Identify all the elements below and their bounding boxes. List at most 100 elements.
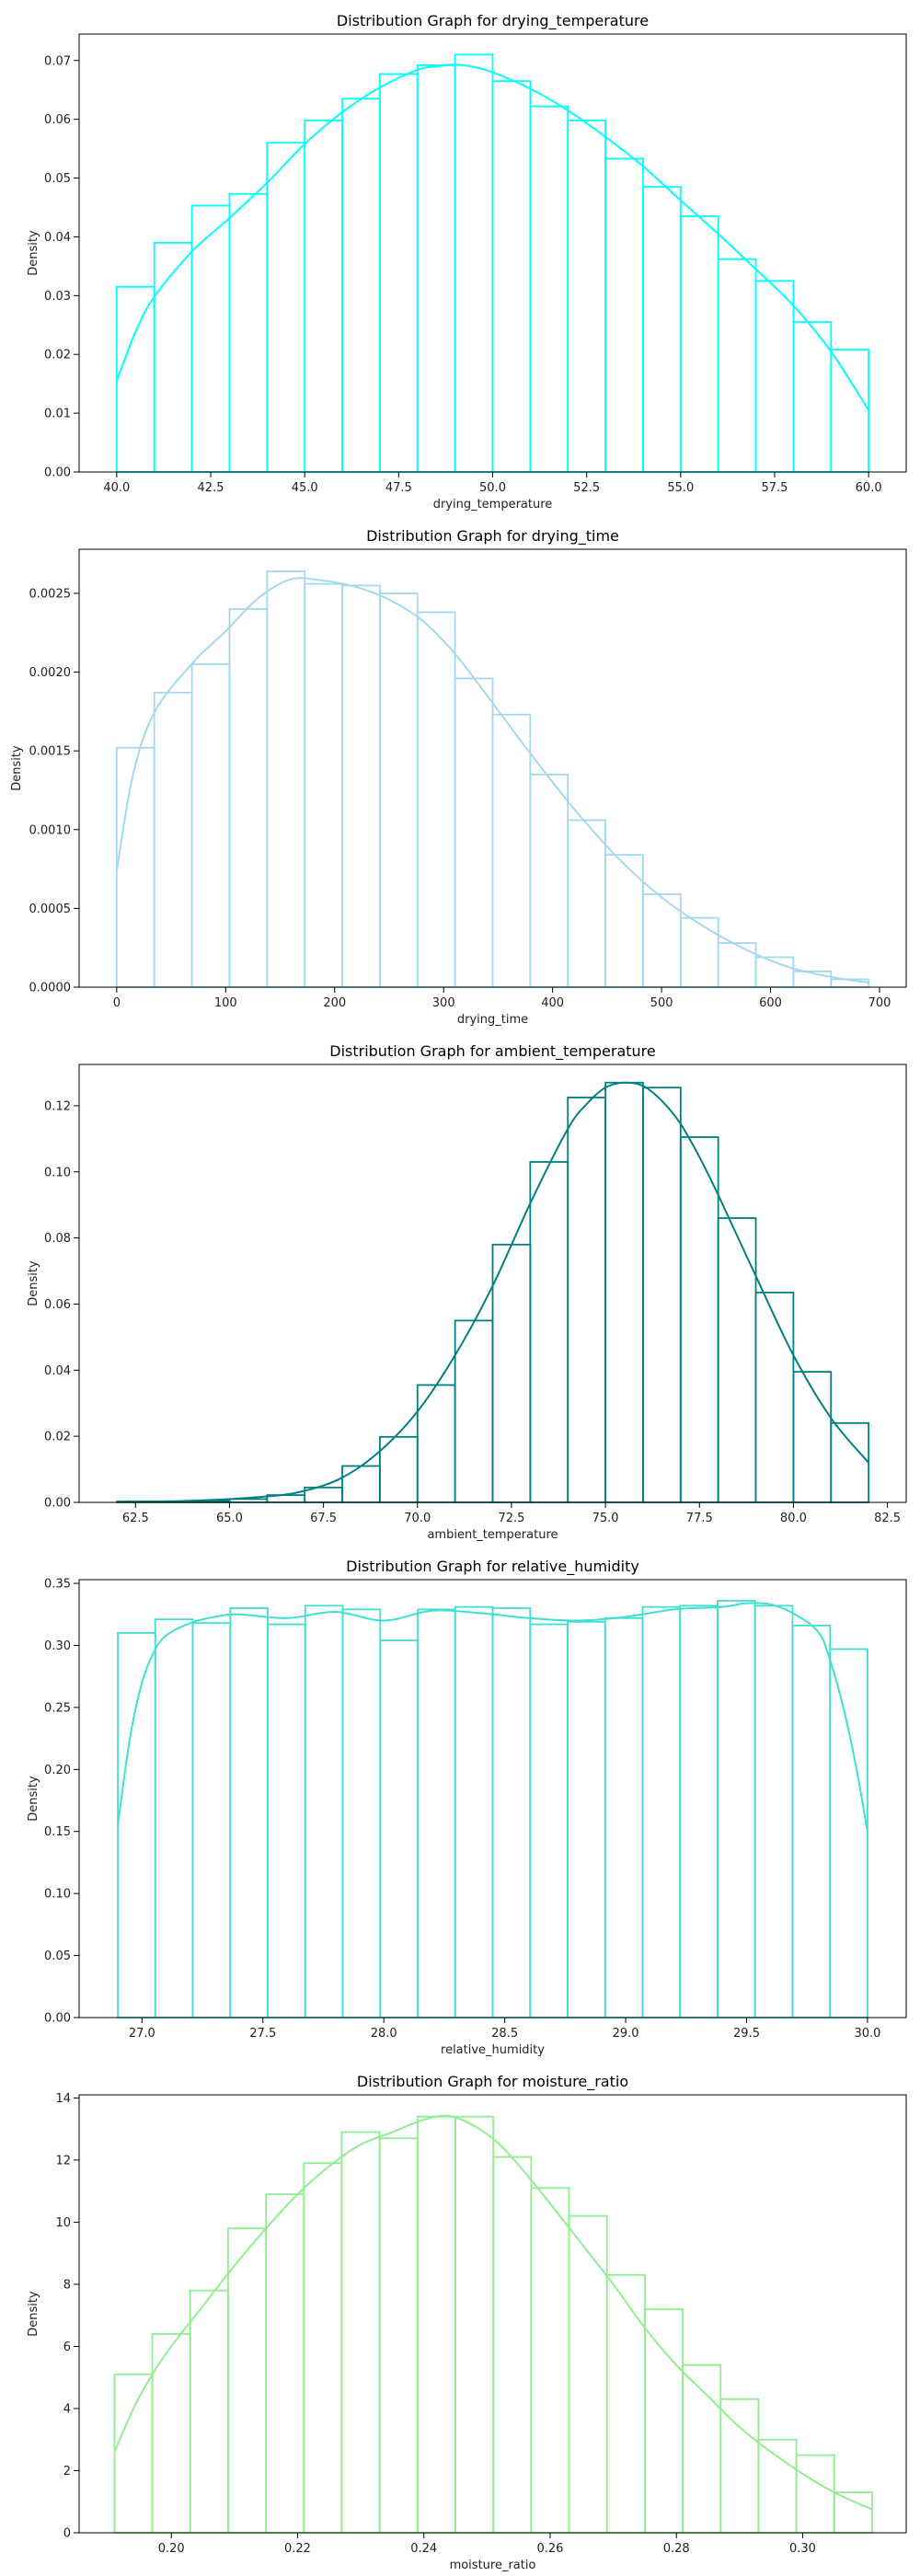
histogram-bar [115, 746, 155, 988]
y-tick-label: 0.00 [44, 2012, 71, 2026]
histogram-bar [830, 1421, 870, 1503]
x-tick-label: 47.5 [385, 481, 412, 495]
histogram-bar [454, 677, 494, 988]
x-tick-label: 300 [432, 996, 455, 1010]
histogram-bar [717, 1600, 756, 2018]
x-tick-label: 67.5 [310, 1512, 337, 1525]
chart-title: Distribution Graph for ambient_temperatu… [329, 1042, 656, 1061]
x-tick-label: 0.24 [410, 2542, 437, 2556]
y-tick-label: 0.35 [44, 1578, 71, 1592]
y-tick-label: 12 [55, 2154, 71, 2168]
x-tick-label: 30.0 [854, 2027, 880, 2041]
y-tick-label: 0 [63, 2527, 71, 2541]
y-tick-label: 0.25 [44, 1701, 71, 1715]
plot-frame [78, 1064, 907, 1503]
histogram-bar [154, 1618, 194, 2018]
histogram-bar [379, 73, 419, 473]
x-tick-label: 27.5 [249, 2027, 276, 2041]
x-tick-label: 77.5 [686, 1512, 713, 1525]
histogram-bar [416, 2115, 456, 2534]
y-tick-label: 0.04 [44, 1364, 71, 1378]
y-tick-label: 8 [63, 2278, 71, 2292]
y-tick-label: 0.06 [44, 113, 71, 127]
histogram-bar [719, 2398, 760, 2534]
chart-panel: Distribution Graph for moisture_ratio 0.2… [0, 2061, 920, 2576]
histogram-bar [568, 2214, 608, 2534]
x-tick-label: 29.0 [613, 2027, 639, 2041]
y-axis-title: Density [27, 2291, 40, 2337]
y-axis-title: Density [27, 1776, 40, 1822]
histogram-bars [113, 2115, 873, 2534]
histogram-bar [454, 1319, 494, 1503]
histogram-bar [567, 819, 606, 988]
histogram-bar [266, 570, 306, 988]
x-tick-label: 28.0 [371, 2027, 397, 2041]
histogram-bar [454, 2115, 495, 2534]
histogram-bar [679, 916, 719, 988]
histogram-bar [529, 105, 569, 473]
histogram-bar [795, 2454, 835, 2534]
histogram-bar [416, 63, 456, 473]
x-tick-label: 52.5 [573, 481, 600, 495]
x-axis-title: moisture_ratio [450, 2559, 536, 2572]
y-tick-label: 0.05 [44, 1949, 71, 1963]
x-tick-label: 27.0 [129, 2027, 155, 2041]
chart-title: Distribution Graph for moisture_ratio [357, 2073, 628, 2091]
y-tick-label: 14 [55, 2092, 71, 2106]
histogram-bar [304, 1604, 344, 2018]
histogram-bar [643, 2308, 684, 2534]
kde-curve [115, 63, 869, 411]
y-tick-label: 0.10 [44, 1888, 71, 1902]
histogram-bar [491, 1607, 532, 2018]
x-tick-label: 0.28 [663, 2542, 690, 2556]
kde-curve [113, 2114, 873, 2511]
x-tick-label: 700 [868, 996, 891, 1010]
histogram-bar [341, 1608, 382, 2018]
histogram-bar [604, 157, 644, 473]
histogram-bar [604, 1081, 644, 1503]
x-axis-title: drying_temperature [433, 498, 553, 512]
histogram-bars [117, 1600, 868, 2018]
y-tick-label: 0.0005 [29, 903, 72, 916]
histogram-bar [378, 2137, 419, 2534]
histogram-bar [153, 241, 193, 473]
histogram-bar [228, 192, 269, 473]
histogram-bar [605, 2273, 646, 2534]
y-tick-label: 0.03 [44, 290, 71, 304]
y-tick-label: 0.30 [44, 1639, 71, 1653]
x-tick-label: 80.0 [780, 1512, 807, 1525]
histogram-bar [529, 1161, 569, 1503]
histogram-bar [753, 1604, 794, 2018]
x-tick-label: 500 [650, 996, 673, 1010]
y-tick-label: 0.00 [44, 1497, 71, 1511]
histogram-bars [115, 570, 870, 988]
histogram-bar [379, 1639, 419, 2018]
y-tick-label: 0.07 [44, 54, 71, 68]
y-axis-title: Density [10, 745, 24, 791]
chart-title: Distribution Graph for drying_time [366, 527, 619, 546]
histogram-bar [228, 608, 269, 988]
histogram-bar [379, 592, 419, 988]
histogram-bar [115, 285, 155, 473]
histogram-bar [717, 942, 757, 988]
histogram-bar [641, 1605, 682, 2018]
chart-panel: Distribution Graph for drying_temperatur… [0, 0, 920, 515]
histogram-bar [341, 1465, 381, 1503]
y-axis-title: Density [27, 1260, 40, 1306]
x-tick-label: 60.0 [856, 481, 882, 495]
histogram-bar [717, 1217, 757, 1503]
y-tick-label: 0.05 [44, 172, 71, 186]
histogram-bars [115, 53, 870, 473]
histogram-bar [830, 349, 870, 473]
histogram-bar [341, 98, 381, 473]
y-tick-label: 0.06 [44, 1298, 71, 1312]
histogram-bar [189, 2289, 229, 2534]
x-tick-label: 50.0 [479, 481, 506, 495]
x-axis-title: ambient_temperature [427, 1528, 558, 1542]
histogram-bar [679, 215, 719, 473]
histogram-bar [190, 663, 231, 988]
chart-panel: Distribution Graph for drying_time 0 100 20… [0, 515, 920, 1030]
y-tick-label: 0.0000 [29, 982, 72, 995]
histogram-bar [529, 1623, 569, 2018]
y-tick-label: 0.00 [44, 466, 71, 480]
